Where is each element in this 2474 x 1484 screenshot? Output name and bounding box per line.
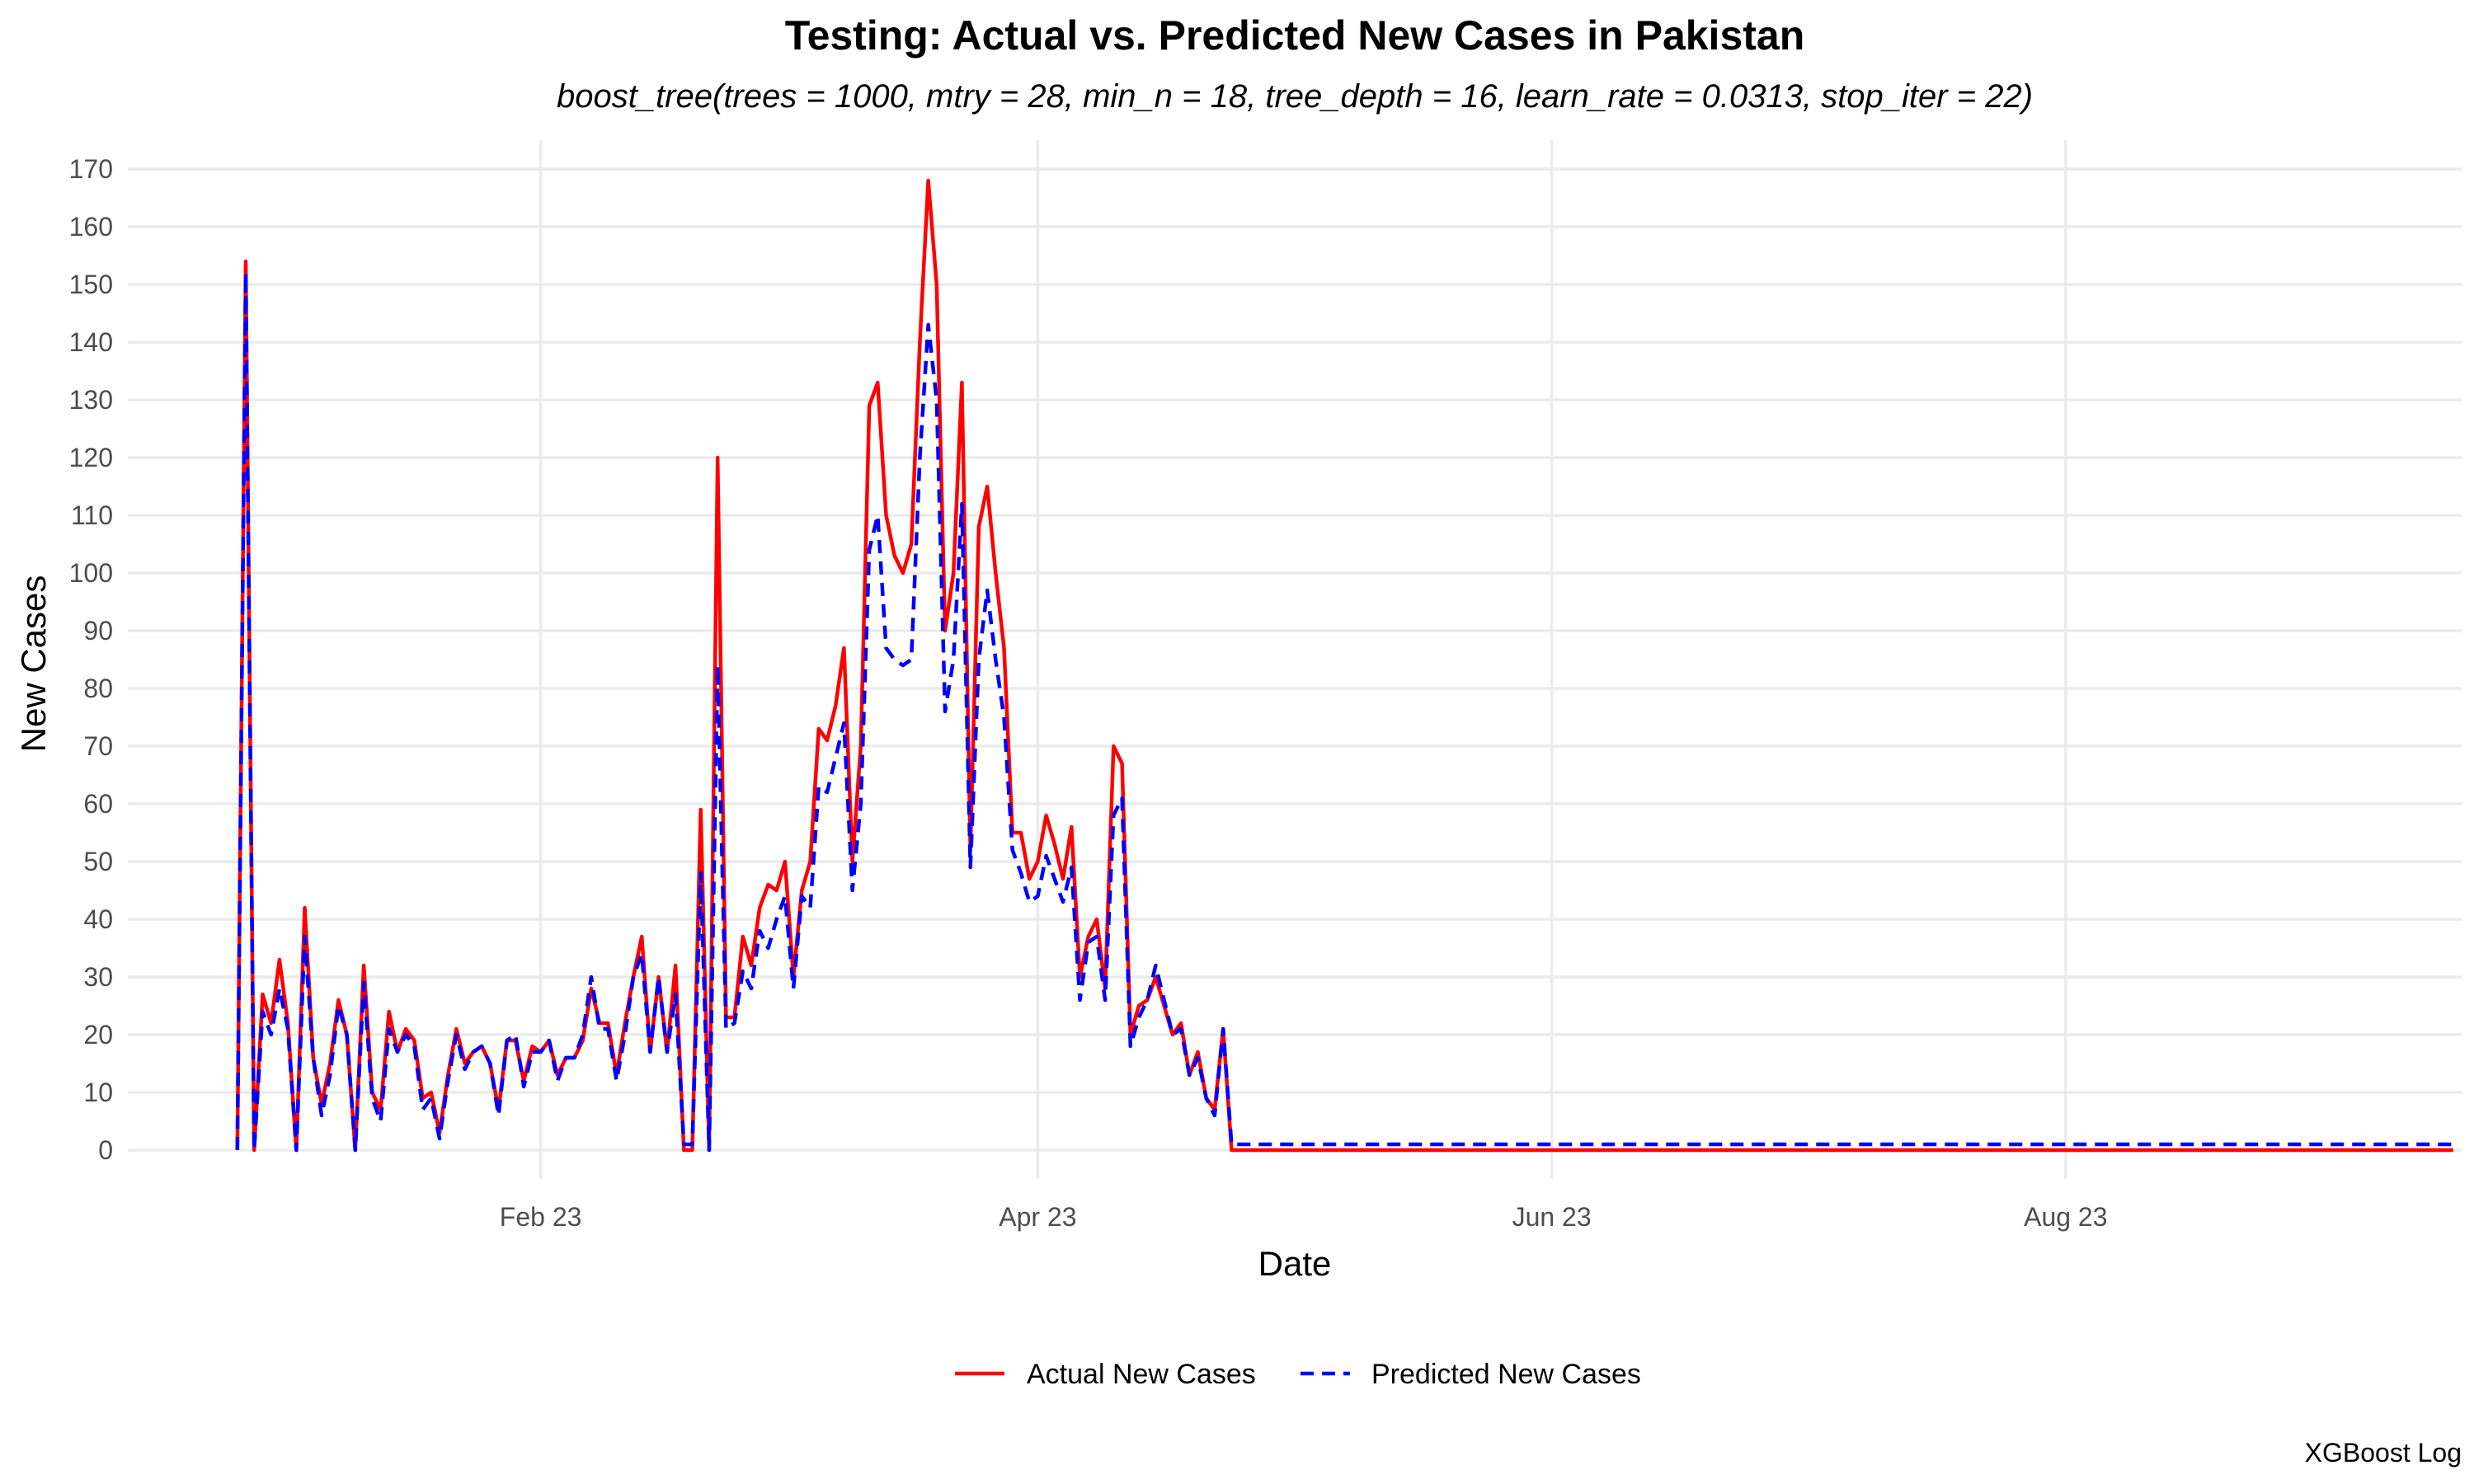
y-tick-label: 50 [83, 847, 113, 876]
x-axis-ticks: Feb 23 Apr 23 Jun 23 Aug 23 [500, 1202, 2108, 1232]
y-tick-label: 150 [69, 270, 113, 299]
y-tick-label: 10 [83, 1078, 113, 1107]
chart-subtitle: boost_tree(trees = 1000, mtry = 28, min_… [557, 78, 2033, 115]
y-tick-label: 60 [83, 789, 113, 819]
y-tick-label: 160 [69, 212, 113, 242]
y-tick-label: 120 [69, 443, 113, 472]
y-tick-label: 110 [71, 500, 113, 530]
x-tick-label: Jun 23 [1512, 1202, 1592, 1232]
y-tick-label: 30 [83, 962, 113, 992]
chart-caption: XGBoost Log [2305, 1438, 2462, 1468]
y-tick-label: 90 [83, 616, 113, 646]
x-tick-label: Aug 23 [2024, 1202, 2107, 1232]
y-tick-label: 70 [83, 731, 113, 761]
legend: Actual New Cases Predicted New Cases [955, 1359, 1641, 1390]
y-tick-label: 0 [98, 1135, 113, 1165]
series-line-actual [235, 178, 2453, 1153]
x-tick-label: Feb 23 [500, 1202, 582, 1232]
y-tick-label: 130 [69, 385, 113, 415]
y-tick-label: 140 [69, 327, 113, 357]
legend-label: Predicted New Cases [1371, 1359, 1641, 1390]
y-tick-label: 40 [83, 904, 113, 934]
grid [128, 140, 2462, 1179]
y-tick-label: 20 [83, 1020, 113, 1050]
y-tick-label: 170 [69, 154, 113, 184]
legend-label: Actual New Cases [1027, 1359, 1256, 1390]
y-tick-label: 80 [83, 674, 113, 703]
x-axis-title: Date [1258, 1244, 1332, 1283]
series-line-predicted [235, 270, 2453, 1153]
x-tick-label: Apr 23 [999, 1202, 1076, 1232]
y-axis-title: New Cases [14, 575, 53, 753]
y-axis-ticks: 0 10 20 30 40 50 60 70 80 90 100 110 120 130 140 150 160… [69, 154, 113, 1165]
y-tick-label: 100 [69, 558, 113, 588]
chart-title: Testing: Actual vs. Predicted New Cases … [785, 12, 1805, 59]
series-lines [235, 178, 2453, 1153]
